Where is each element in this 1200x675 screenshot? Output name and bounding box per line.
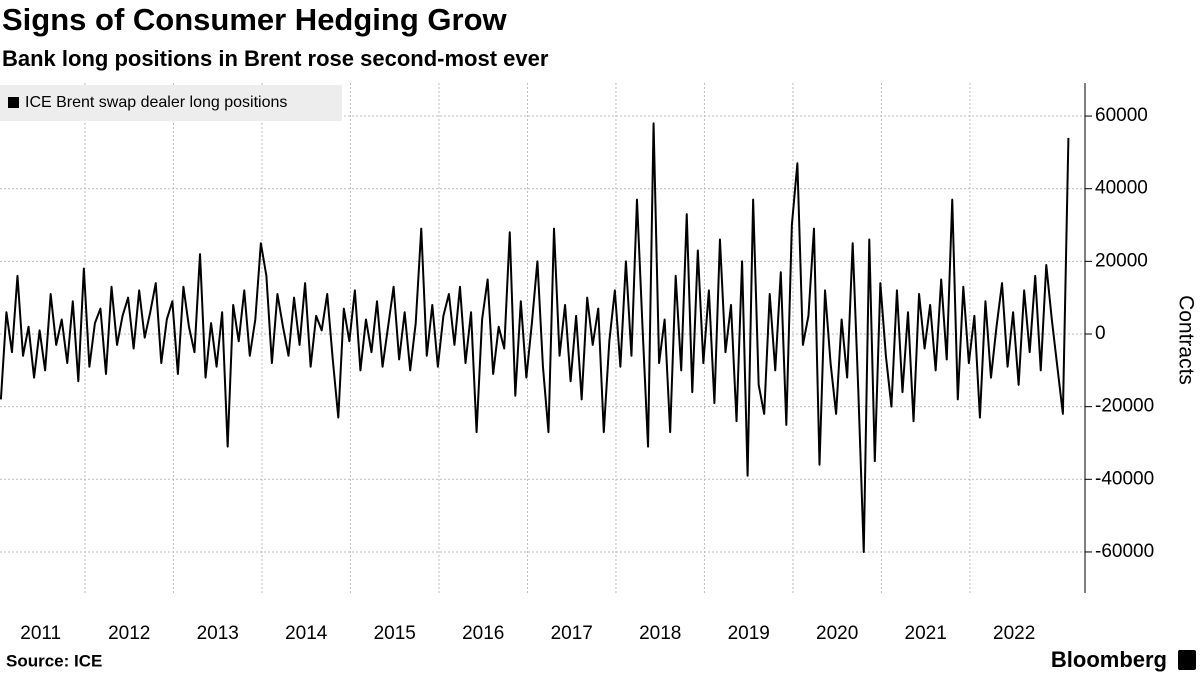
x-tick-label: 2017: [551, 623, 593, 644]
x-tick-label: 2021: [905, 623, 947, 644]
y-tick-label: 0: [1095, 323, 1106, 344]
y-tick-label: -60000: [1095, 541, 1154, 562]
series-line: [0, 122, 1070, 553]
y-tick-label: 40000: [1095, 178, 1148, 199]
x-tick-label: 2016: [462, 623, 504, 644]
x-tick-label: 2020: [816, 623, 858, 644]
y-tick-label: -20000: [1095, 396, 1154, 417]
x-tick-label: 2018: [639, 623, 681, 644]
legend: ICE Brent swap dealer long positions: [0, 85, 342, 121]
y-axis-label: Contracts: [1174, 295, 1197, 385]
x-tick-label: 2022: [993, 623, 1035, 644]
legend-swatch: [8, 97, 19, 108]
legend-label: ICE Brent swap dealer long positions: [25, 94, 287, 111]
x-tick-label: 2013: [197, 623, 239, 644]
y-tick-label: 60000: [1095, 105, 1148, 126]
x-tick-label: 2012: [108, 623, 150, 644]
brand-icon: [1178, 650, 1196, 670]
x-tick-label: 2015: [374, 623, 416, 644]
legend-box: [0, 85, 342, 121]
x-tick-label: 2011: [20, 623, 61, 644]
chart-subtitle: Bank long positions in Brent rose second…: [2, 46, 549, 71]
x-tick-label: 2014: [285, 623, 328, 644]
chart-title: Signs of Consumer Hedging Grow: [2, 2, 508, 37]
x-tick-label: 2019: [728, 623, 770, 644]
brand: Bloomberg: [1051, 647, 1167, 672]
source: Source: ICE: [6, 651, 102, 670]
y-tick-label: -40000: [1095, 468, 1154, 489]
y-tick-label: 20000: [1095, 250, 1148, 271]
